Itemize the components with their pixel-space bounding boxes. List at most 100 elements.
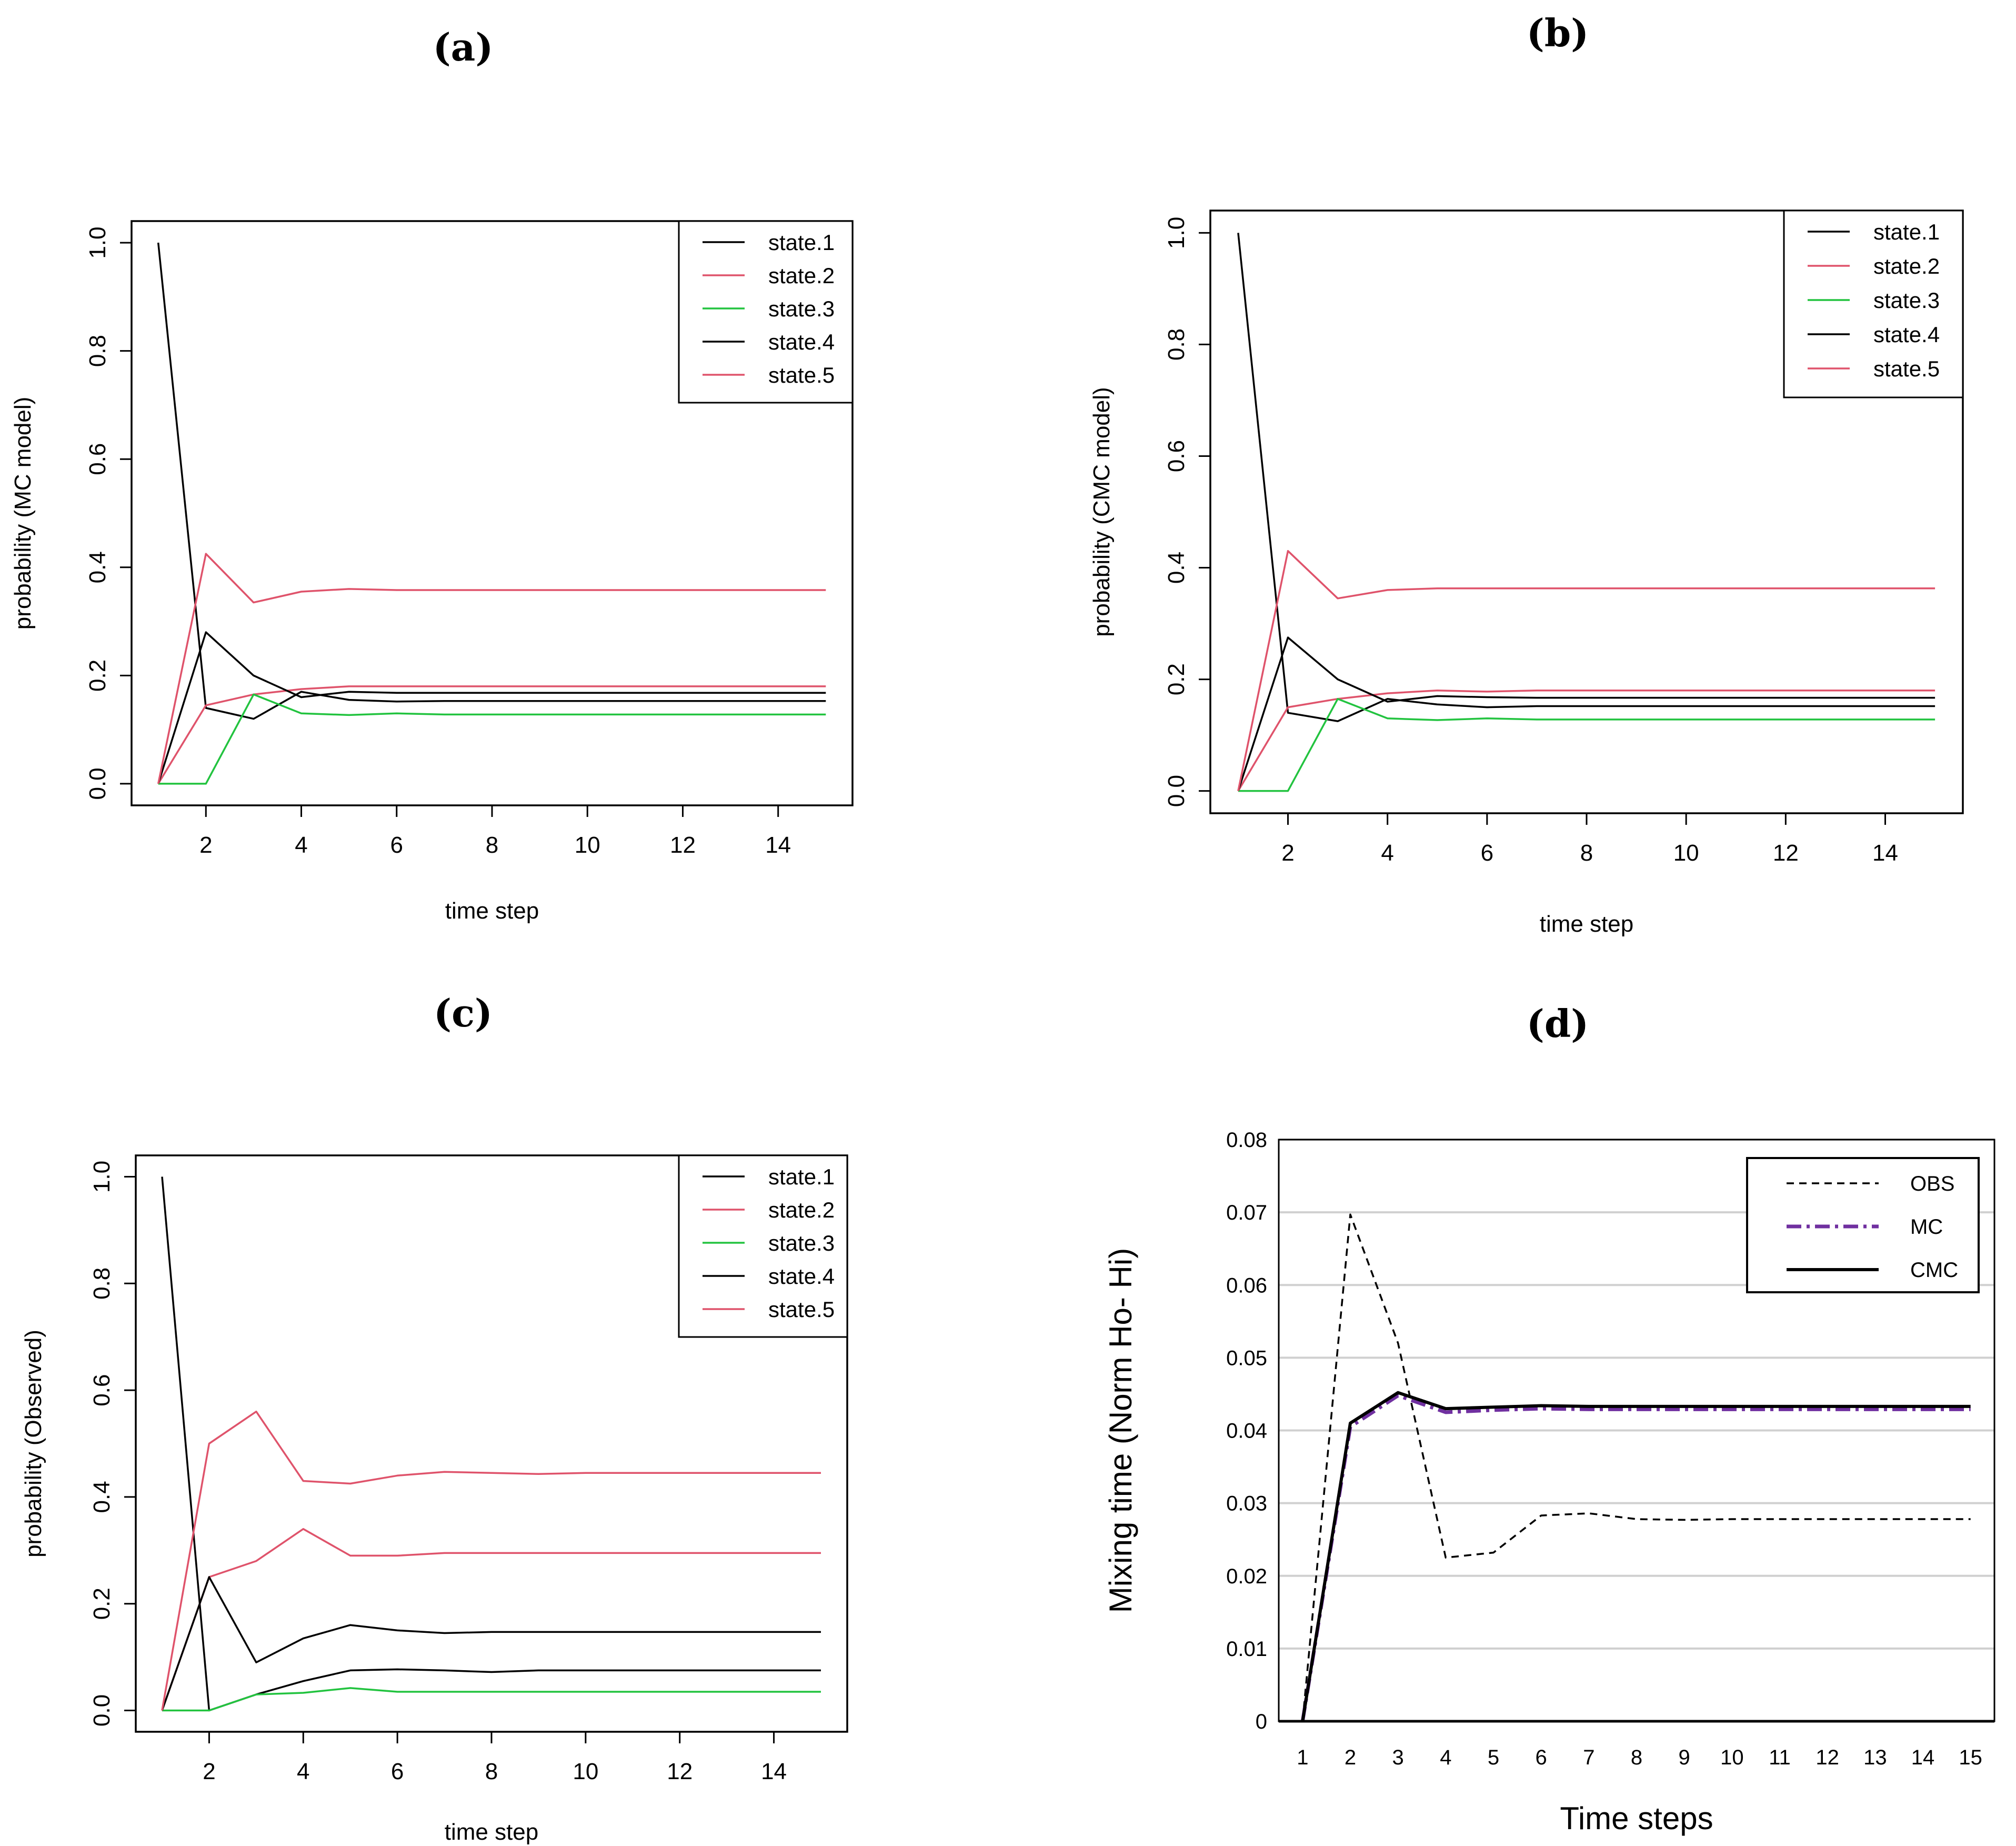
x-tick-label: 14	[1911, 1746, 1935, 1769]
series-line-state-5	[161, 1410, 821, 1711]
y-axis-title: probability (CMC model)	[1089, 387, 1115, 636]
legend-label: state.1	[768, 230, 835, 255]
x-tick-label: 4	[297, 1759, 309, 1784]
series-line-state-4	[161, 1576, 821, 1711]
x-tick-label: 10	[575, 832, 600, 858]
x-tick-label: 2	[1345, 1746, 1356, 1769]
y-tick-label: 0.08	[1226, 1129, 1267, 1152]
series-line-state-5	[1237, 550, 1935, 791]
y-tick-label: 1.0	[89, 1161, 115, 1193]
x-tick-label: 2	[1281, 840, 1294, 866]
x-tick-label: 8	[1580, 840, 1593, 866]
y-tick-label: 0.0	[85, 767, 111, 800]
panel-b-letter: (b)	[1527, 11, 1589, 55]
x-tick-label: 10	[1673, 840, 1699, 866]
legend-label: state.1	[768, 1164, 835, 1189]
x-tick-label: 6	[1481, 840, 1493, 866]
series-line-cmc	[1301, 1391, 1971, 1722]
series-line-state-2	[1237, 690, 1935, 792]
y-tick-label: 0.0	[1164, 775, 1189, 807]
legend-label: MC	[1910, 1215, 1943, 1239]
series-line-state-2	[161, 1528, 821, 1711]
y-tick-label: 0.8	[1164, 328, 1189, 361]
legend-label: state.5	[768, 363, 835, 387]
series-line-obs	[1301, 1213, 1971, 1722]
series-line-state-1	[157, 242, 826, 720]
y-tick-label: 0.07	[1226, 1201, 1267, 1224]
legend-label: state.3	[768, 1231, 835, 1255]
x-tick-label: 4	[295, 832, 307, 858]
y-tick-label: 0.4	[1164, 552, 1189, 584]
y-tick-label: 0.05	[1226, 1346, 1267, 1370]
x-tick-label: 14	[765, 832, 791, 858]
panel-c-letter: (c)	[434, 991, 493, 1035]
x-tick-label: 14	[761, 1759, 787, 1784]
y-tick-label: 0.06	[1226, 1274, 1267, 1297]
legend-label: state.3	[1873, 288, 1940, 313]
y-tick-label: 0.02	[1226, 1565, 1267, 1588]
x-tick-label: 15	[1959, 1746, 1982, 1769]
x-tick-label: 3	[1392, 1746, 1404, 1769]
y-tick-label: 0.03	[1226, 1492, 1267, 1515]
x-tick-label: 5	[1488, 1746, 1499, 1769]
legend-box	[678, 220, 854, 404]
x-tick-label: 13	[1863, 1746, 1887, 1769]
y-tick-label: 1.0	[1164, 217, 1189, 249]
x-tick-label: 8	[486, 832, 498, 858]
legend-label: state.1	[1873, 219, 1940, 244]
series-line-state-3	[1238, 697, 1935, 792]
y-axis-title: probability (Observed)	[21, 1330, 46, 1558]
y-tick-label: 0.8	[85, 335, 111, 367]
x-tick-label: 12	[670, 832, 696, 858]
x-tick-label: 2	[199, 832, 212, 858]
y-tick-label: 0	[1256, 1710, 1267, 1733]
x-tick-label: 7	[1583, 1746, 1594, 1769]
x-tick-label: 2	[203, 1759, 215, 1784]
x-axis-title: Time steps	[1560, 1801, 1713, 1836]
chart-b: 2 4 6 8 10 12 14 0.0 0.2 0.4 0.6 0.8 1.0 time step pro…	[1089, 209, 1964, 937]
legend-label: state.2	[768, 1198, 835, 1222]
y-tick-label: 0.04	[1226, 1420, 1267, 1443]
y-tick-label: 0.4	[89, 1481, 115, 1513]
series-line-state-4	[1237, 636, 1935, 792]
y-tick-label: 0.6	[85, 443, 111, 475]
series-line-state-3	[162, 1687, 821, 1712]
x-axis-title: time step	[445, 898, 539, 924]
x-tick-label: 6	[391, 1759, 404, 1784]
legend-box	[678, 1154, 848, 1338]
legend-label: state.5	[768, 1297, 835, 1322]
x-tick-label: 10	[1720, 1746, 1744, 1769]
series-line-state-5	[157, 553, 826, 784]
legend-label: state.3	[768, 296, 835, 321]
x-tick-label: 9	[1679, 1746, 1690, 1769]
y-tick-label: 0.2	[85, 660, 111, 692]
x-tick-label: 1	[1297, 1746, 1308, 1769]
legend-box	[1783, 209, 1964, 398]
y-tick-label: 0.2	[89, 1588, 115, 1620]
panel-a-letter: (a)	[433, 25, 494, 69]
y-tick-label: 0.01	[1226, 1638, 1267, 1661]
x-tick-label: 12	[1816, 1746, 1839, 1769]
series-line-state-2	[157, 685, 826, 784]
x-tick-label: 6	[390, 832, 403, 858]
legend-label: state.4	[768, 330, 835, 354]
y-axis-title: Mixing time (Norm Ho- Hi)	[1103, 1248, 1138, 1613]
y-tick-label: 0.4	[85, 551, 111, 583]
series-line-state-1	[161, 1176, 821, 1712]
series-line-state-4	[157, 631, 826, 784]
x-tick-label: 12	[1773, 840, 1799, 866]
chart-c: 2 4 6 8 10 12 14 0.0 0.2 0.4 0.6 0.8 1.0 time step pro…	[21, 1154, 848, 1845]
y-tick-label: 1.0	[85, 226, 111, 258]
y-tick-label: 0.0	[89, 1694, 115, 1727]
series-line-state-1	[1237, 233, 1935, 722]
legend-box	[1746, 1157, 1980, 1293]
chart-d: 00.010.020.030.040.050.060.070.081 2 3 4 5 6 7…	[1103, 1129, 1995, 1836]
legend-label: OBS	[1910, 1172, 1954, 1195]
y-tick-label: 0.2	[1164, 663, 1189, 695]
y-tick-label: 0.8	[89, 1268, 115, 1300]
x-tick-label: 6	[1536, 1746, 1547, 1769]
legend-label: state.5	[1873, 356, 1940, 381]
series-line-mc	[1300, 1393, 1971, 1722]
